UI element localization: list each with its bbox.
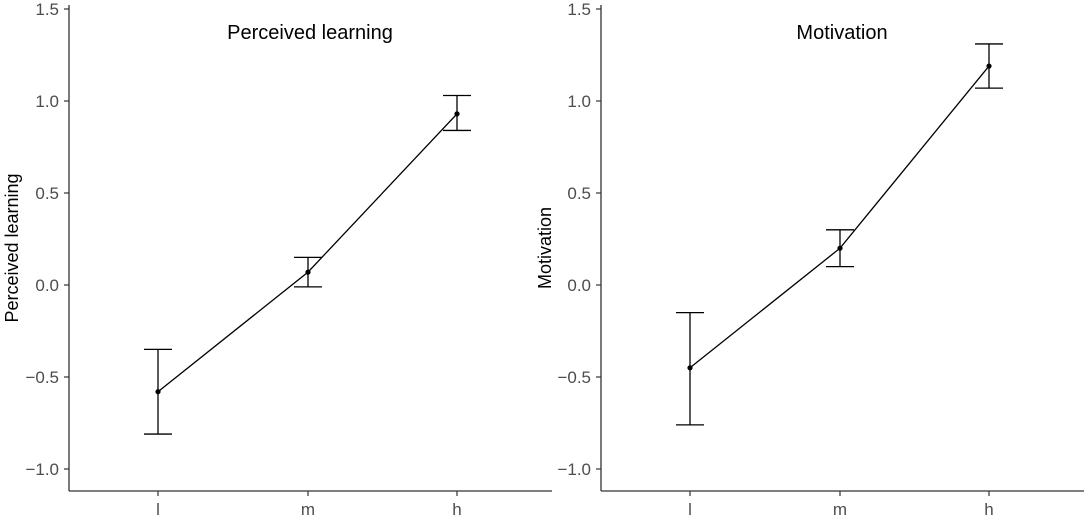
y-tick-label: 0.5 bbox=[567, 184, 591, 203]
panel-title: Motivation bbox=[796, 22, 887, 44]
data-point bbox=[986, 63, 992, 69]
x-tick-label: m bbox=[833, 500, 847, 517]
data-point bbox=[687, 365, 693, 371]
y-tick-label: 0.5 bbox=[35, 184, 59, 203]
x-tick-label: m bbox=[301, 500, 315, 517]
chart-panel-1: −1.0 −0.5 0.0 0.5 1.0 1.5 l m h Perceived learnin… bbox=[2, 0, 552, 517]
y-tick-label: 1.5 bbox=[567, 0, 591, 19]
series-line bbox=[689, 65, 990, 369]
chart-panel-2: −1.0 −0.5 0.0 0.5 1.0 1.5 l m h Motivation Motivat… bbox=[535, 0, 1084, 517]
x-tick-label: l bbox=[156, 500, 160, 517]
data-point bbox=[305, 269, 311, 275]
y-tick-label: −0.5 bbox=[557, 368, 591, 387]
y-tick-label: 0.0 bbox=[567, 276, 591, 295]
x-tick-label: h bbox=[984, 500, 993, 517]
data-point bbox=[155, 389, 161, 395]
y-tick-label: 0.0 bbox=[35, 276, 59, 295]
series-line bbox=[157, 113, 458, 393]
y-axis-label: Motivation bbox=[535, 207, 555, 289]
y-tick-label: 1.0 bbox=[567, 92, 591, 111]
data-point bbox=[837, 245, 843, 251]
data-point bbox=[454, 111, 460, 117]
y-tick-label: −0.5 bbox=[25, 368, 59, 387]
y-axis-label: Perceived learning bbox=[2, 173, 22, 322]
y-tick-label: 1.5 bbox=[35, 0, 59, 19]
panel-title: Perceived learning bbox=[227, 22, 393, 44]
y-tick-label: −1.0 bbox=[25, 460, 59, 479]
x-tick-label: h bbox=[452, 500, 461, 517]
y-tick-label: −1.0 bbox=[557, 460, 591, 479]
x-tick-label: l bbox=[688, 500, 692, 517]
y-tick-label: 1.0 bbox=[35, 92, 59, 111]
